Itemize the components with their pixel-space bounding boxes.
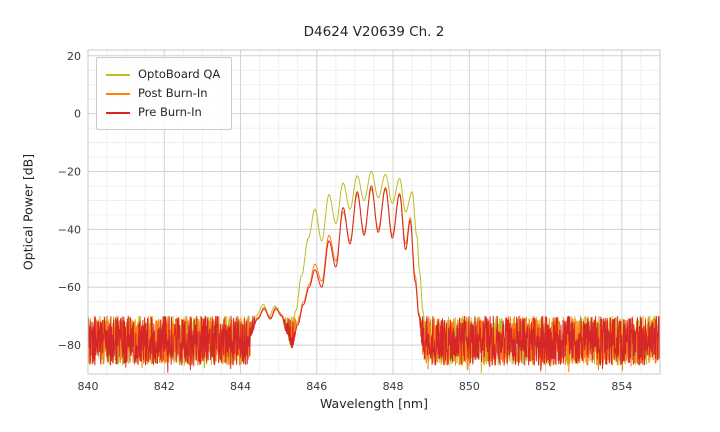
svg-text:−80: −80	[58, 339, 81, 352]
series-lines	[87, 171, 661, 374]
svg-text:0: 0	[74, 108, 81, 121]
svg-text:850: 850	[459, 380, 480, 393]
svg-text:848: 848	[383, 380, 404, 393]
y-axis-label: Optical Power [dB]	[20, 153, 36, 271]
legend-item-post-burn-in: Post Burn-In	[106, 84, 220, 103]
legend-label: Post Burn-In	[138, 86, 208, 100]
legend-line-swatch	[106, 73, 130, 76]
legend-item-optoboard-qa: OptoBoard QA	[106, 65, 220, 84]
legend-item-pre-burn-in: Pre Burn-In	[106, 103, 220, 122]
svg-text:−60: −60	[58, 281, 81, 294]
svg-text:844: 844	[230, 380, 251, 393]
legend-label: OptoBoard QA	[138, 67, 221, 81]
legend-line-swatch	[106, 111, 130, 114]
x-axis-label: Wavelength [nm]	[320, 396, 428, 411]
y-tick-labels: 20 0 −20 −40 −60 −80	[58, 50, 81, 352]
chart-title: D4624 V20639 Ch. 2	[303, 24, 445, 40]
series-line-pre-burn-in	[87, 185, 661, 373]
svg-text:842: 842	[154, 380, 175, 393]
legend-label: Pre Burn-In	[138, 105, 202, 119]
svg-text:854: 854	[611, 380, 632, 393]
legend-line-swatch	[106, 92, 130, 95]
plot-frame	[87, 49, 661, 375]
svg-text:852: 852	[535, 380, 556, 393]
legend: OptoBoard QA Post Burn-In Pre Burn-In	[96, 57, 233, 130]
svg-text:846: 846	[306, 380, 327, 393]
svg-text:20: 20	[67, 50, 81, 63]
svg-text:−20: −20	[58, 166, 81, 179]
x-tick-labels: 840 842 844 846 848 850 852 854	[78, 380, 633, 393]
svg-text:840: 840	[78, 380, 99, 393]
svg-text:−40: −40	[58, 223, 81, 236]
